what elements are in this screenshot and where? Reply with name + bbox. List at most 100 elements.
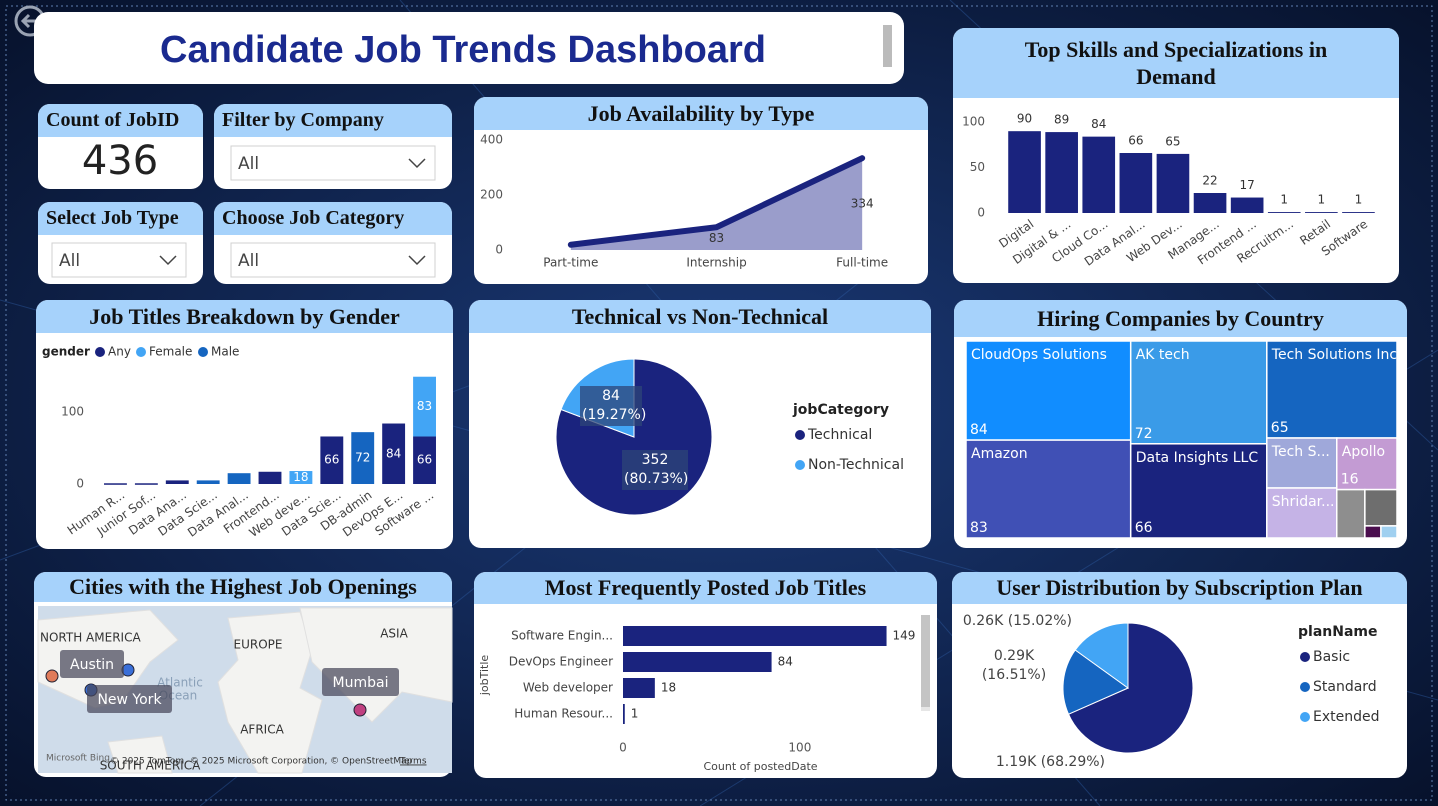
x-axis-title: Count of postedDate	[703, 760, 817, 773]
data-label: 66	[417, 453, 432, 467]
panel-title: User Distribution by Subscription Plan	[996, 575, 1363, 601]
panel-header	[954, 318, 1407, 337]
city-label-box	[87, 685, 172, 713]
map-region-label: ASIA	[380, 627, 408, 641]
panel-header	[469, 316, 931, 333]
data-label: 0.29K (16.51%)	[981, 648, 1047, 683]
dropdown-value: All	[59, 251, 80, 271]
bar	[623, 626, 887, 646]
tile-label: AK tech	[1136, 347, 1190, 363]
legend-title: gender	[42, 345, 90, 359]
tile-value: 84	[970, 422, 988, 438]
map-land	[107, 735, 173, 774]
data-label: 65	[1165, 134, 1180, 148]
tile-label: Apollo	[1342, 444, 1385, 460]
legend-label: Standard	[1313, 679, 1377, 695]
map-land	[299, 607, 453, 723]
bar-segment	[196, 480, 220, 484]
tile-value: 83	[970, 520, 988, 536]
panel-title: Hiring Companies by Country	[1037, 305, 1324, 331]
legend-label: Non-Technical	[808, 457, 904, 473]
legend-marker	[795, 460, 805, 470]
data-label: 1	[1355, 193, 1363, 207]
y-tick-label: 400	[480, 133, 503, 147]
data-label: 66	[1128, 134, 1143, 148]
map-region-label: EUROPE	[234, 638, 283, 652]
card-value: 436	[82, 138, 158, 184]
bar-segment	[258, 471, 282, 484]
bar-segment	[227, 473, 251, 484]
city-label: New York	[97, 692, 162, 708]
bar	[623, 652, 772, 672]
treemap-tile	[1336, 437, 1398, 491]
dropdown[interactable]	[230, 242, 436, 278]
treemap-tile	[1266, 437, 1338, 489]
legend-title: jobCategory	[792, 402, 889, 418]
area	[570, 158, 863, 250]
title-panel	[34, 12, 904, 84]
data-label: 83	[709, 231, 724, 245]
bar-segment	[165, 480, 189, 484]
dropdown[interactable]	[230, 145, 436, 181]
city-label: Mumbai	[333, 675, 389, 691]
legend-label: Female	[149, 345, 192, 359]
pie-slice	[1062, 649, 1130, 715]
data-label: 84	[386, 446, 401, 460]
legend-label: Extended	[1313, 709, 1380, 725]
panel-title: Filter by Company	[222, 109, 384, 131]
y-tick-label: 100	[962, 115, 985, 129]
tile-label: Tech Solutions Inc.	[1271, 347, 1402, 363]
data-label: 0.26K (15.02%)	[962, 613, 1072, 629]
treemap-tile	[1380, 525, 1398, 539]
data-label: 1	[631, 707, 639, 721]
x-tick-label: Internship	[686, 256, 746, 270]
legend-marker	[1300, 652, 1310, 662]
treemap-tile	[1364, 525, 1382, 539]
map-terms: Terms	[399, 757, 427, 767]
legend-label: Technical	[807, 427, 872, 443]
bar	[1305, 212, 1338, 213]
treemap-tile	[1266, 340, 1398, 439]
panel-title: Top Skills and Specializations in Demand	[1024, 36, 1328, 90]
tile-value: 16	[1341, 472, 1359, 488]
y-tick-label: Human Resour...	[514, 707, 613, 721]
map-region-label: AFRICA	[240, 723, 284, 737]
bar-segment	[289, 471, 313, 484]
y-tick-label: DevOps Engineer	[509, 655, 613, 669]
map-region-label: NORTH AMERICA	[40, 631, 141, 645]
panel-header	[474, 588, 937, 604]
treemap-tile	[1336, 488, 1366, 539]
tile-value: 65	[1271, 420, 1289, 436]
panel-header	[36, 316, 453, 333]
data-label: 22	[1202, 174, 1217, 188]
y-tick-label: 50	[970, 160, 985, 174]
tile-label: Data Insights LLC	[1136, 450, 1259, 466]
city-label-box	[322, 668, 399, 696]
x-tick-label: 100	[788, 741, 811, 755]
panel	[36, 300, 453, 549]
treemap-tile	[1364, 488, 1398, 527]
bar-segment	[320, 436, 344, 484]
bar	[1045, 132, 1078, 213]
panel-header	[38, 218, 203, 235]
panel-header	[38, 120, 203, 137]
scrollbar-thumb	[921, 615, 930, 707]
x-tick-label: Part-time	[543, 256, 598, 270]
legend-marker	[136, 347, 146, 357]
bar	[1267, 212, 1301, 213]
data-label: 84 (19.27%)	[580, 386, 646, 426]
line	[567, 155, 866, 248]
tile-value: 66	[1135, 520, 1153, 536]
data-label: 89	[1054, 113, 1069, 127]
panel	[474, 572, 937, 778]
data-label: 352 (80.73%)	[622, 450, 688, 490]
y-tick-label: 0	[76, 477, 84, 491]
legend-label: Any	[108, 345, 131, 359]
data-label: 18	[661, 681, 676, 695]
x-tick-label: Full-time	[836, 256, 888, 270]
pie-slice	[1067, 622, 1194, 754]
data-label: 1	[1318, 193, 1326, 207]
treemap-tile	[1129, 443, 1268, 539]
tile-label: Shridar...	[1272, 494, 1335, 510]
